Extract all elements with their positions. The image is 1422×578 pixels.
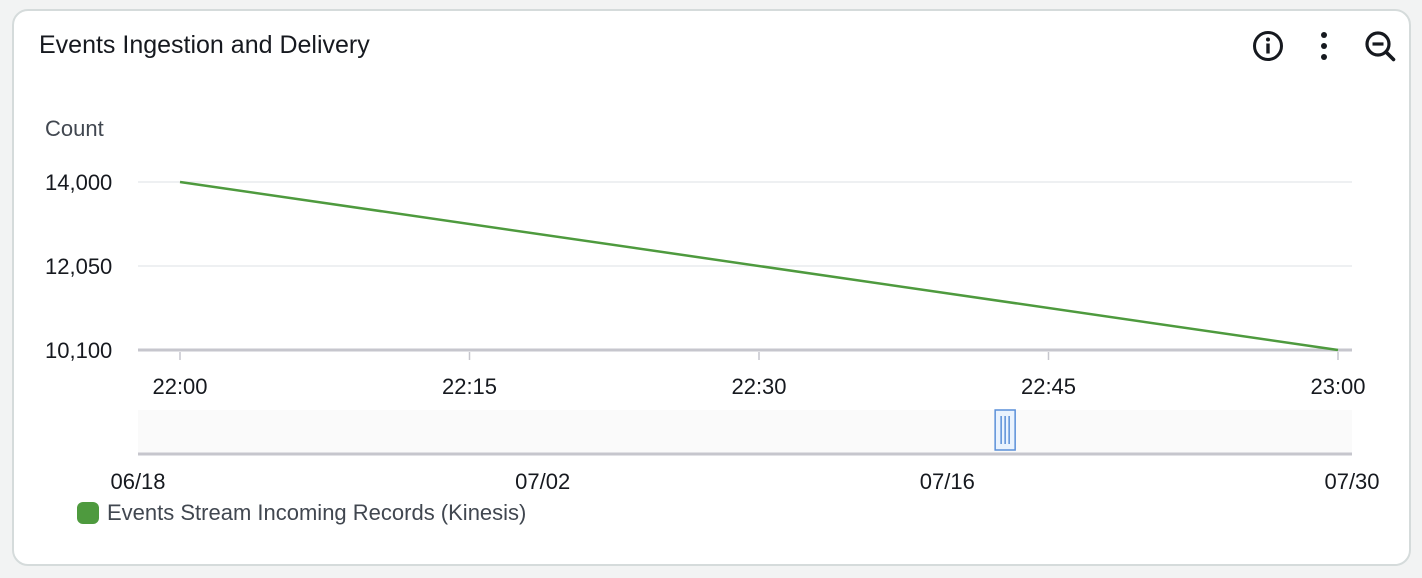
navigator-tick-label: 06/18 bbox=[110, 469, 165, 494]
info-icon[interactable] bbox=[1249, 27, 1287, 65]
widget-title: Events Ingestion and Delivery bbox=[39, 31, 370, 59]
zoom-out-icon[interactable] bbox=[1361, 27, 1399, 65]
y-tick-label: 12,050 bbox=[45, 254, 112, 279]
y-tick-label: 14,000 bbox=[45, 170, 112, 195]
navigator-tick-label: 07/02 bbox=[515, 469, 570, 494]
x-tick-label: 22:00 bbox=[152, 374, 207, 399]
y-tick-label: 10,100 bbox=[45, 338, 112, 363]
x-tick-label: 22:15 bbox=[442, 374, 497, 399]
x-tick-label: 22:45 bbox=[1021, 374, 1076, 399]
x-tick-label: 23:00 bbox=[1310, 374, 1365, 399]
navigator-tick-label: 07/16 bbox=[920, 469, 975, 494]
y-axis-label: Count bbox=[45, 116, 104, 141]
legend-label: Events Stream Incoming Records (Kinesis) bbox=[107, 500, 527, 525]
legend-swatch bbox=[77, 502, 99, 524]
more-options-icon[interactable] bbox=[1305, 27, 1343, 65]
series-line bbox=[179, 180, 1339, 352]
x-tick-label: 22:30 bbox=[731, 374, 786, 399]
navigator-track bbox=[138, 410, 1352, 454]
widget-card: Events Ingestion and Delivery bbox=[12, 9, 1411, 566]
legend: Events Stream Incoming Records (Kinesis) bbox=[77, 500, 526, 526]
navigator-tick-label: 07/30 bbox=[1324, 469, 1379, 494]
widget-actions bbox=[1249, 27, 1399, 65]
